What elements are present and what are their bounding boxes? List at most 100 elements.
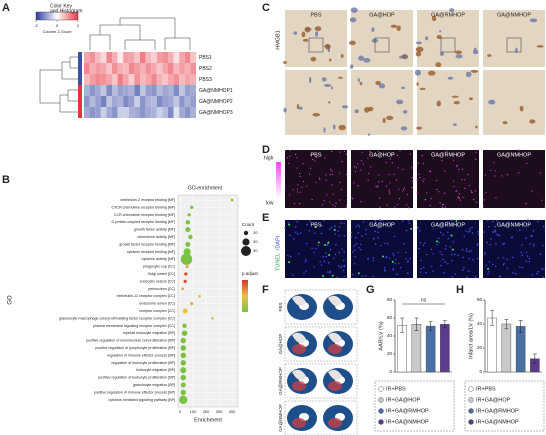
dapi-dot	[406, 272, 409, 275]
dhe-dot	[370, 166, 372, 168]
dapi-dot	[393, 254, 395, 257]
dapi-dot	[439, 264, 442, 267]
heatmap-cell	[145, 63, 152, 74]
dhe-dot	[421, 155, 423, 157]
ihc-cell	[487, 54, 492, 57]
dhe-dot	[385, 185, 388, 187]
dapi-dot	[483, 231, 485, 233]
ihc-cell	[515, 47, 518, 54]
dapi-dot	[305, 242, 308, 245]
intensity-low: low	[266, 200, 274, 206]
dhe-dot	[312, 159, 314, 161]
dapi-dot	[425, 253, 428, 256]
dapi-dot	[539, 253, 542, 255]
risk-area	[292, 418, 306, 428]
heatmap-cell	[156, 74, 163, 85]
heatmap-cell	[117, 107, 124, 118]
color-key-title: Color Key	[50, 3, 72, 9]
row-label: GA@NMHOP2	[199, 99, 233, 105]
dhe-dot	[378, 174, 380, 176]
ihc-cell	[454, 50, 462, 55]
dapi-dot	[343, 235, 346, 237]
tunel-dot	[317, 241, 320, 244]
dapi-dot	[532, 229, 535, 232]
heatmap-cell	[140, 96, 146, 107]
heatmap-cell	[134, 85, 140, 96]
dhe-dot	[412, 180, 414, 182]
ihc-cell	[439, 51, 444, 56]
ihc-cell	[452, 123, 457, 126]
dapi-dot	[397, 262, 400, 265]
dapi-dot	[542, 268, 545, 270]
dapi-dot	[511, 236, 514, 239]
dapi-dot	[352, 251, 354, 253]
ihc-cell	[403, 110, 408, 114]
tunel-dot	[391, 260, 394, 263]
dapi-dot	[355, 243, 358, 245]
dapi-dot	[497, 257, 500, 259]
dhe-dot	[494, 170, 496, 172]
bar	[501, 323, 512, 373]
dhe-dot	[391, 162, 393, 164]
dhe-dot	[462, 155, 464, 157]
row-label: PBS2	[199, 66, 212, 72]
dapi-dot	[304, 260, 307, 263]
dhe-dot	[306, 185, 308, 187]
dapi-dot	[399, 266, 402, 269]
dapi-dot	[463, 235, 466, 238]
dhe-dot	[323, 199, 325, 202]
dhe-dot	[302, 163, 304, 165]
ihc-cell	[416, 126, 422, 130]
dhe-dot	[397, 167, 399, 169]
heatmap-cell	[156, 52, 163, 63]
dapi-dot	[303, 272, 305, 275]
dapi-dot	[521, 254, 524, 256]
dapi-dot	[418, 229, 421, 232]
dhe-dot	[292, 189, 294, 191]
dhe-dot	[468, 185, 470, 187]
dapi-dot	[372, 275, 375, 278]
ihc-cell	[378, 83, 386, 89]
dapi-dot	[451, 259, 453, 262]
dapi-dot	[284, 226, 286, 229]
dhe-image	[285, 150, 347, 208]
bar	[487, 317, 497, 373]
intensity-high: high	[264, 155, 274, 161]
heatmap-cell	[106, 74, 112, 85]
heatmap-cell	[145, 107, 152, 118]
y-axis-label: AAR/LV (%)	[378, 321, 384, 350]
padj-bar	[242, 280, 248, 312]
go-plot-frame	[177, 194, 239, 408]
tunel-dot	[333, 228, 336, 231]
dapi-dot	[439, 251, 442, 253]
x-tick-label: 400	[229, 409, 236, 414]
dapi-dot	[365, 233, 367, 236]
column-label: GA@RMHOP	[431, 152, 465, 158]
dapi-dot	[476, 257, 479, 260]
dhe-dot	[444, 170, 446, 172]
dapi-dot	[405, 229, 408, 232]
dhe-dot	[398, 198, 401, 200]
ihc-cell	[350, 64, 354, 69]
dhe-dot	[339, 151, 341, 153]
dhe-dot	[411, 177, 413, 179]
go-dot	[184, 272, 188, 276]
dhe-dot	[392, 152, 394, 154]
tunel-dot	[455, 219, 458, 222]
dapi-dot	[492, 220, 494, 223]
row-label: GA@NMHOP1	[199, 88, 233, 94]
panel-label: E	[262, 212, 269, 224]
dhe-dot	[441, 206, 444, 208]
dapi-dot	[323, 260, 326, 263]
ihc-cell	[298, 106, 303, 110]
dapi-dot	[526, 255, 529, 257]
dapi-dot	[334, 225, 336, 227]
x-tick-label: 200	[203, 409, 210, 414]
go-dot	[230, 198, 234, 202]
dapi-dot	[432, 270, 434, 272]
ihc-cell	[382, 117, 386, 124]
ihc-cell	[371, 27, 375, 32]
ihc-image	[285, 70, 347, 135]
heatmap-cell	[117, 85, 124, 96]
dapi-dot	[357, 224, 360, 226]
